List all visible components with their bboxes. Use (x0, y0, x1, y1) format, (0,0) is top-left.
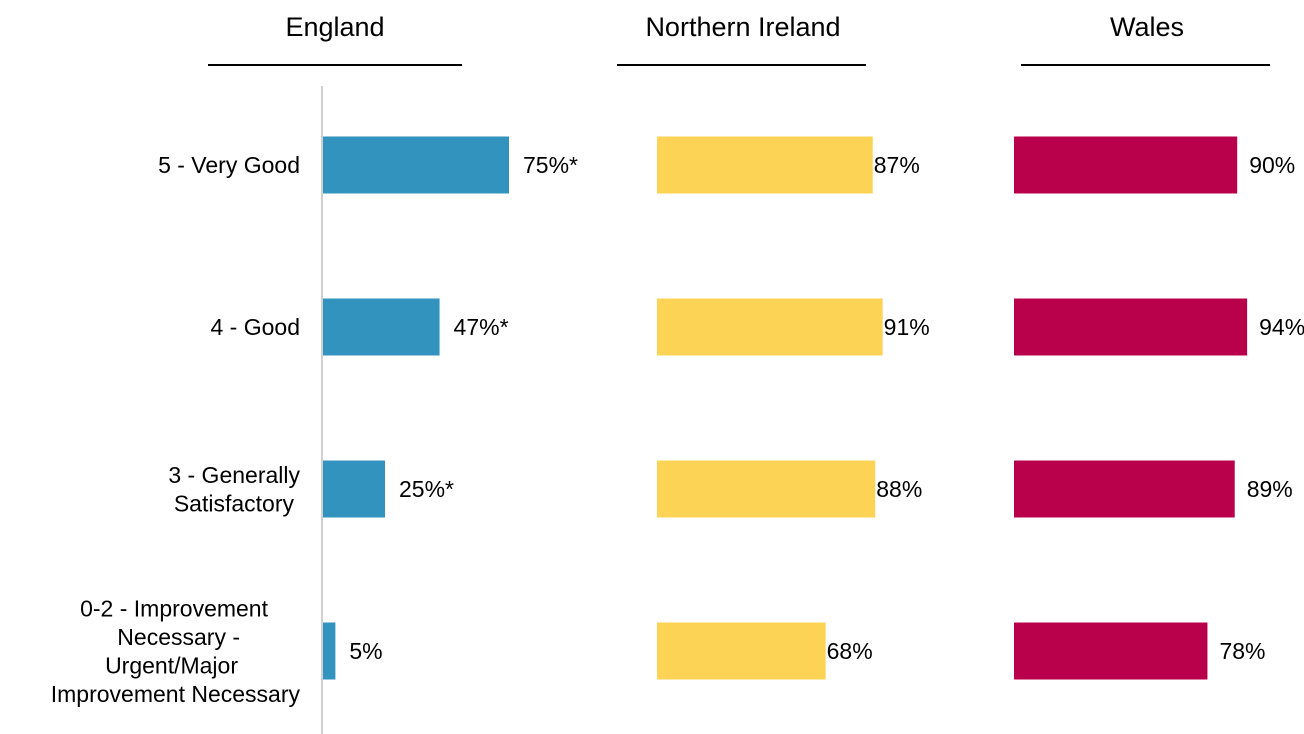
data-label-northern-ireland: 68% (827, 638, 873, 664)
data-label-wales: 94% (1259, 314, 1304, 340)
data-label-northern-ireland: 87% (874, 152, 920, 178)
panel-title-wales: Wales (1110, 12, 1184, 42)
data-label-england: 25%* (399, 476, 454, 502)
data-label-wales: 89% (1247, 476, 1293, 502)
data-label-northern-ireland: 88% (876, 476, 922, 502)
data-label-wales: 78% (1219, 638, 1265, 664)
panel-title-england: England (285, 12, 384, 42)
bar-england (323, 298, 440, 356)
bar-england (323, 460, 385, 518)
category-label: 5 - Very Good (158, 152, 300, 178)
data-label-england: 47%* (454, 314, 509, 340)
data-label-northern-ireland: 91% (884, 314, 930, 340)
data-label-wales: 90% (1249, 152, 1295, 178)
data-label-england: 5% (349, 638, 382, 664)
bar-wales (1014, 298, 1248, 356)
panel-title-northern-ireland: Northern Ireland (645, 12, 840, 42)
bar-northern-ireland (657, 136, 873, 194)
bar-england (323, 622, 336, 680)
bar-wales (1014, 136, 1238, 194)
bar-wales (1014, 460, 1235, 518)
bar-wales (1014, 622, 1208, 680)
bar-northern-ireland (657, 460, 876, 518)
bar-northern-ireland (657, 622, 826, 680)
bar-england (323, 136, 509, 194)
category-label: 0-2 - Improvement Necessary -Urgent/Major… (51, 595, 301, 707)
category-label: 4 - Good (211, 314, 301, 340)
data-label-england: 75%* (523, 152, 578, 178)
category-label: 3 - Generally Satisfactory (168, 462, 300, 517)
bar-northern-ireland (657, 298, 883, 356)
